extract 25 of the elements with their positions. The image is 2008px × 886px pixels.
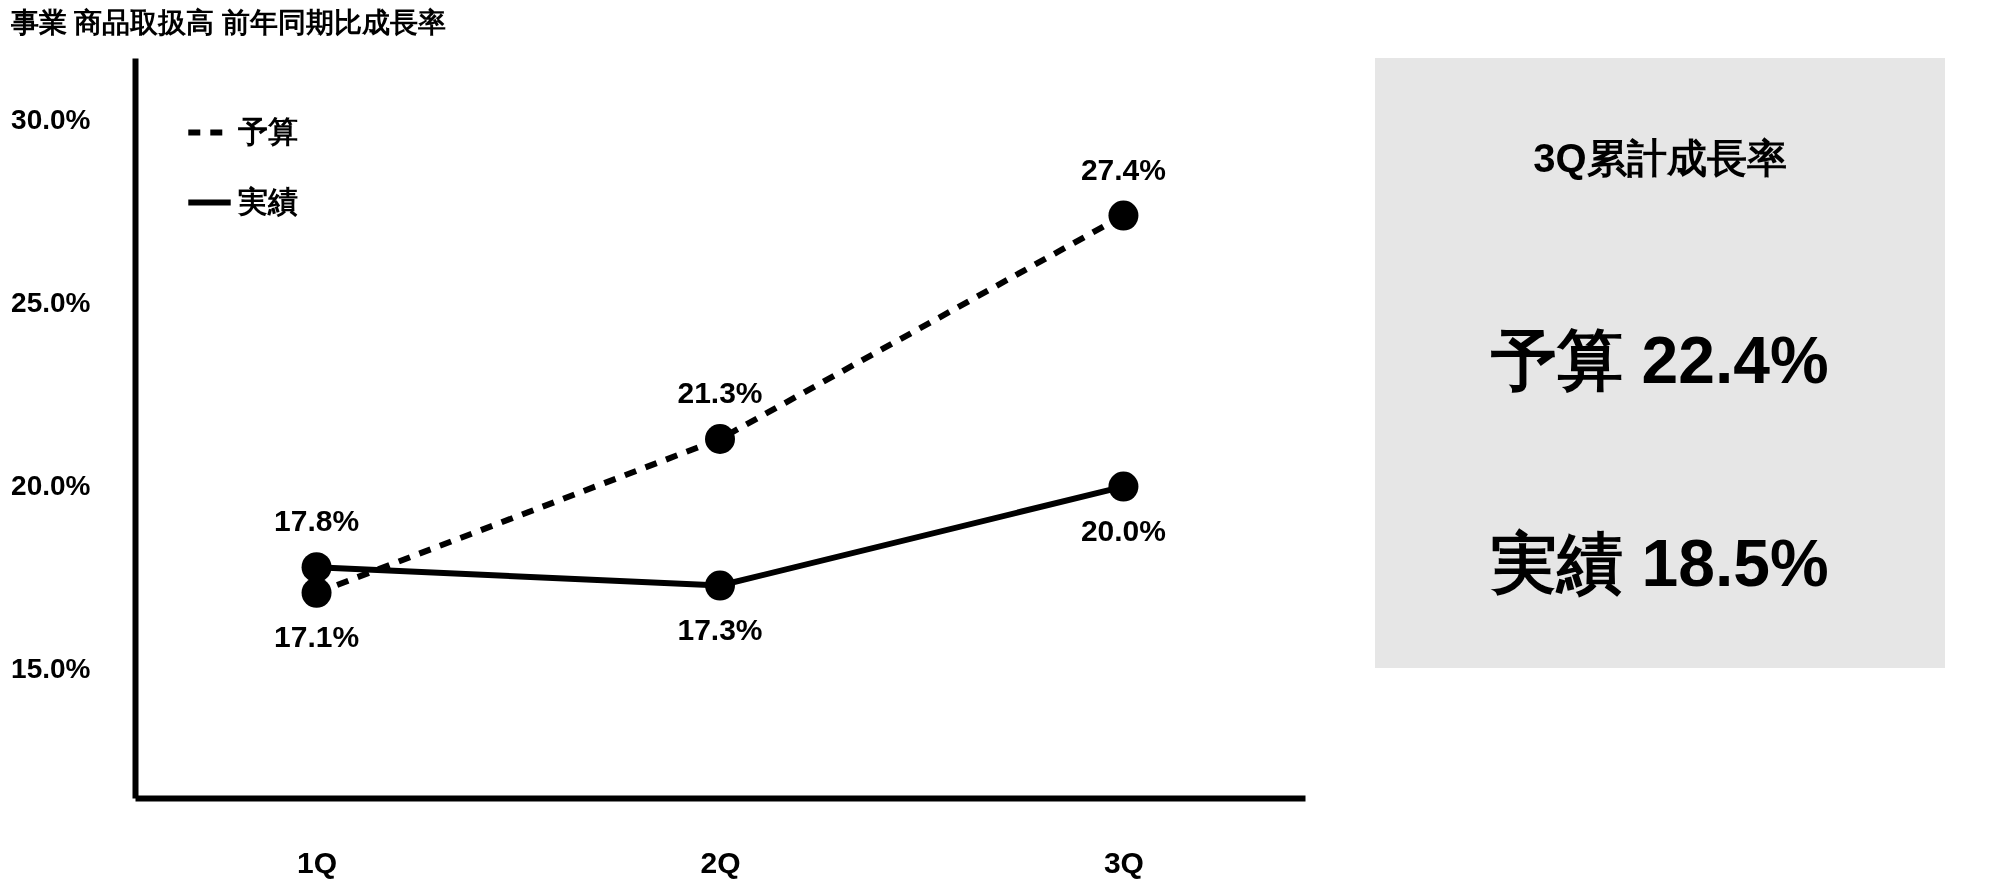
text: 3Q累計成長率 xyxy=(1533,135,1787,180)
y-tick-label: 30.0% xyxy=(11,103,91,135)
point xyxy=(301,552,332,583)
point xyxy=(301,577,332,608)
data-label: 21.3% xyxy=(677,375,763,409)
data-label: 17.1% xyxy=(274,619,360,653)
point xyxy=(705,570,735,601)
x-tick-label: 1Q xyxy=(297,845,338,879)
data-label: 17.8% xyxy=(274,504,360,538)
y-tick-label: 25.0% xyxy=(11,286,91,318)
chart-title: 事業 商品取扱高 前年同期比成長率 xyxy=(9,7,447,38)
legend-label: 実績 xyxy=(237,184,298,218)
y-tick-label: 20.0% xyxy=(11,470,91,502)
data-label: 20.0% xyxy=(1080,513,1166,547)
data-label: 27.4% xyxy=(1080,152,1166,186)
point xyxy=(705,424,735,454)
x-tick-label: 2Q xyxy=(700,845,741,879)
data-label: 17.3% xyxy=(677,612,763,646)
y-tick-label: 15.0% xyxy=(11,653,91,685)
legend-label: 予算 xyxy=(237,114,298,148)
point xyxy=(1108,471,1139,502)
text: 予算 22.4% xyxy=(1490,323,1829,397)
point xyxy=(1108,200,1139,231)
x-tick-label: 3Q xyxy=(1103,845,1144,879)
text: 実績 18.5% xyxy=(1490,526,1829,601)
